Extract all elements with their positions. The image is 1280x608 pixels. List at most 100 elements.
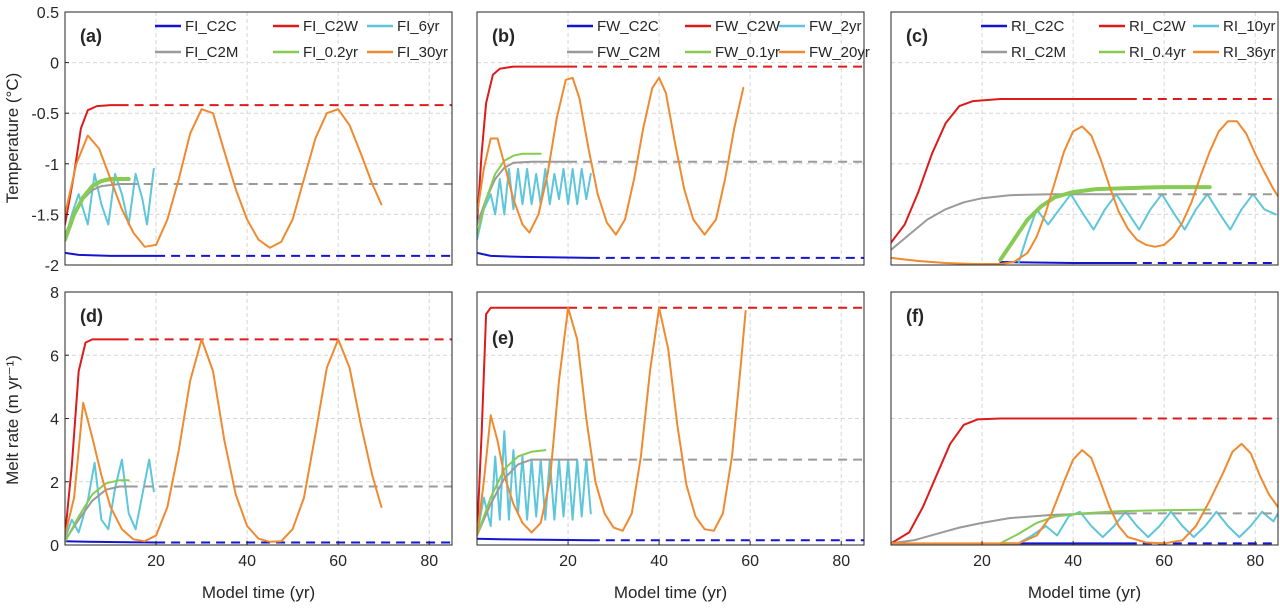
y-tick-label: 0 <box>50 56 59 73</box>
legend-label: FW_C2M <box>597 44 660 61</box>
legend-entry-RI_C2C: RI_C2C <box>981 18 1065 35</box>
x-tick-label: 20 <box>973 553 991 570</box>
series-line-FW_C2W <box>477 65 570 226</box>
legend-entry-FI_C2W: FI_C2W <box>273 18 359 35</box>
y-tick-label: 4 <box>50 412 59 429</box>
y-tick-label: 0.5 <box>37 5 59 22</box>
legend-label: FI_C2W <box>303 18 359 35</box>
panel-label: (b) <box>492 26 515 46</box>
series-group <box>65 104 452 257</box>
series-group <box>477 306 864 542</box>
series-line-FI_C2M <box>65 485 130 542</box>
legend-entry-FW_0.1yr: FW_0.1yr <box>685 44 780 61</box>
legend-entry-FI_C2C: FI_C2C <box>155 18 237 35</box>
panel-a: 0.5 0 -0.5 -1 -1.5 -2 (a) FI_C2C FI_C2W FI_6yr FI_… <box>31 5 453 275</box>
x-tick-label: 20 <box>559 553 577 570</box>
legend-entry-FW_C2W: FW_C2W <box>685 18 781 35</box>
series-line-RI_10yr <box>1017 193 1277 264</box>
series-line-RI_C2W <box>891 98 1129 244</box>
y-tick-label: -0.5 <box>31 106 59 123</box>
series-line-FI_C2W <box>65 338 121 537</box>
series-line-FI_30yr <box>65 338 383 543</box>
y-axis-label-temperature: Temperature (°C) <box>3 73 22 204</box>
series-line-RI_C2M <box>891 193 1129 251</box>
x-tick-label: 80 <box>1246 553 1264 570</box>
legend-entry-FW_C2M: FW_C2M <box>567 44 660 61</box>
legend-label: RI_0.4yr <box>1129 44 1186 61</box>
axes-frame <box>890 291 1279 546</box>
panel-d: 20 40 60 80 0 2 4 6 8 Model time (yr) (d) <box>50 285 453 602</box>
legend-entry-FI_30yr: FI_30yr <box>367 44 448 61</box>
series-line-RI_10yr <box>1017 510 1278 545</box>
legend-label: FI_C2M <box>185 44 238 61</box>
series-line-FW_20yr <box>477 306 747 537</box>
legend-entry-FW_2yr: FW_2yr <box>779 18 862 35</box>
panel-label: (c) <box>906 26 928 46</box>
series-line-FI_0.2yr <box>65 479 130 543</box>
panel-label: (d) <box>80 306 103 326</box>
x-tick-label: 60 <box>741 553 759 570</box>
legend-label: RI_C2C <box>1011 18 1065 35</box>
x-tick-label: 80 <box>832 553 850 570</box>
y-tick-label: 2 <box>50 475 59 492</box>
legend-label: FI_0.2yr <box>303 44 358 61</box>
series-line-FW_0.1yr <box>477 449 547 537</box>
legend-label: FI_C2C <box>185 18 237 35</box>
y-tick-label: 6 <box>50 348 59 365</box>
x-tick-label: 80 <box>420 553 438 570</box>
axes-frame <box>890 11 1279 266</box>
x-axis-label: Model time (yr) <box>1028 583 1141 602</box>
legend-entry-FW_20yr: FW_20yr <box>779 44 870 61</box>
series-line-FW_C2W <box>477 306 570 537</box>
y-tick-label: -2 <box>45 258 59 275</box>
series-line-RI_0.4yr <box>999 508 1211 545</box>
x-tick-label: 60 <box>1155 553 1173 570</box>
legend-entry-RI_10yr: RI_10yr <box>1193 18 1276 35</box>
legend-entry-FI_0.2yr: FI_0.2yr <box>273 44 358 61</box>
x-tick-label: 40 <box>650 553 668 570</box>
legend-label: FI_30yr <box>397 44 448 61</box>
axes-frame <box>476 291 865 546</box>
legend-label: RI_C2W <box>1129 18 1187 35</box>
legend-entry-FI_C2M: FI_C2M <box>155 44 238 61</box>
series-line-FW_C2M <box>477 160 570 226</box>
series-line-FW_C2C <box>477 251 592 259</box>
series-group <box>891 417 1278 545</box>
y-tick-label: -1.5 <box>31 207 59 224</box>
legend-label: FW_0.1yr <box>715 44 780 61</box>
legend-entry-FI_6yr: FI_6yr <box>367 18 440 35</box>
x-axis-label: Model time (yr) <box>614 583 727 602</box>
legend-label: FI_6yr <box>397 18 440 35</box>
series-line-FI_6yr <box>65 458 155 540</box>
series-group <box>891 98 1278 265</box>
legend-label: RI_10yr <box>1223 18 1276 35</box>
panel-label: (f) <box>906 306 924 326</box>
series-line-FI_30yr <box>65 108 383 249</box>
x-tick-label: 40 <box>238 553 256 570</box>
legend-label: FW_C2C <box>597 18 659 35</box>
panel-b: (b) FW_C2C FW_C2W FW_2yr FW_C2M FW_0.1yr FW_20… <box>476 11 870 266</box>
legend-entry-FW_C2C: FW_C2C <box>567 18 659 35</box>
legend-label: FW_2yr <box>809 18 862 35</box>
legend-label: RI_36yr <box>1223 44 1276 61</box>
legend-entry-RI_C2M: RI_C2M <box>981 44 1066 61</box>
y-axis-label-melt-rate: Melt rate (m yr⁻¹) <box>3 355 22 485</box>
series-group <box>477 65 864 259</box>
x-tick-label: 60 <box>329 553 347 570</box>
series-line-FW_C2M <box>477 458 570 537</box>
y-tick-label: -1 <box>45 157 59 174</box>
panel-e: 20 40 60 80 Model time (yr) (e) <box>476 291 865 602</box>
y-tick-label: 8 <box>50 285 59 302</box>
legend-entry-RI_0.4yr: RI_0.4yr <box>1099 44 1186 61</box>
legend-entry-RI_C2W: RI_C2W <box>1099 18 1187 35</box>
series-line-FW_C2C <box>477 537 592 542</box>
legend-label: RI_C2M <box>1011 44 1066 61</box>
series-line-FW_2yr <box>477 430 592 537</box>
series-line-FI_C2C <box>65 251 158 257</box>
panel-c: (c) RI_C2C RI_C2W RI_10yr RI_C2M RI_0.4yr RI_3… <box>890 11 1279 266</box>
axes-frame <box>64 11 453 266</box>
series-line-RI_C2W <box>891 417 1129 545</box>
x-axis-label: Model time (yr) <box>202 583 315 602</box>
panel-label: (a) <box>80 26 102 46</box>
